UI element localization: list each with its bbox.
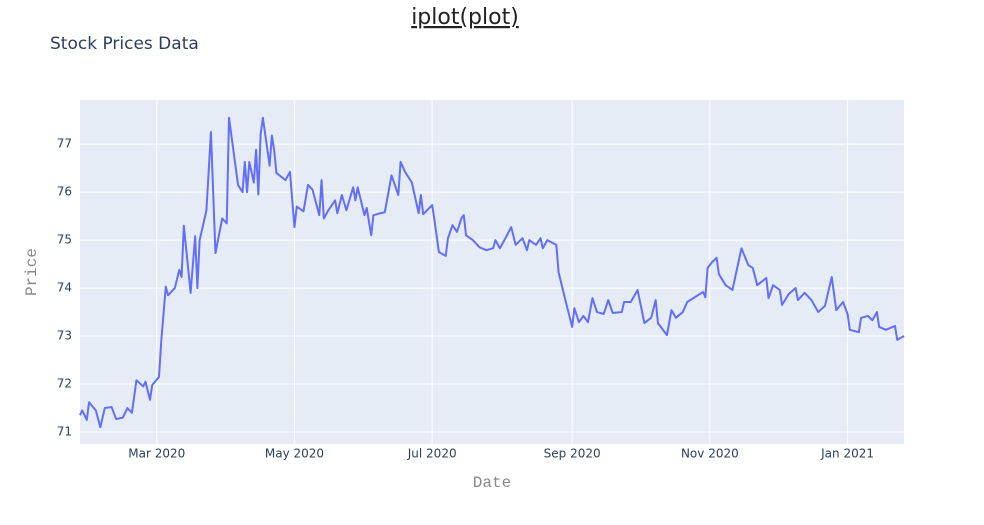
x-tick-label: May 2020 bbox=[265, 447, 324, 461]
y-tick-label: 74 bbox=[57, 281, 72, 295]
x-axis-title: Date bbox=[473, 474, 511, 492]
x-tick-label: Jul 2020 bbox=[407, 447, 457, 461]
x-tick-label: Jan 2021 bbox=[820, 447, 874, 461]
chart-title: Stock Prices Data bbox=[50, 34, 199, 54]
x-tick-label: Sep 2020 bbox=[544, 447, 601, 461]
header-link[interactable]: iplot(plot) bbox=[411, 5, 519, 30]
y-tick-label: 71 bbox=[57, 425, 72, 439]
y-tick-label: 75 bbox=[57, 233, 72, 247]
y-tick-label: 77 bbox=[57, 137, 72, 151]
x-tick-label: Mar 2020 bbox=[128, 447, 185, 461]
x-tick-label: Nov 2020 bbox=[681, 447, 739, 461]
price-line bbox=[79, 116, 905, 429]
plot-area bbox=[80, 100, 904, 444]
y-axis-title: Price bbox=[23, 248, 41, 296]
y-tick-label: 73 bbox=[57, 329, 72, 343]
y-tick-label: 72 bbox=[57, 377, 72, 391]
y-tick-label: 76 bbox=[57, 185, 72, 199]
